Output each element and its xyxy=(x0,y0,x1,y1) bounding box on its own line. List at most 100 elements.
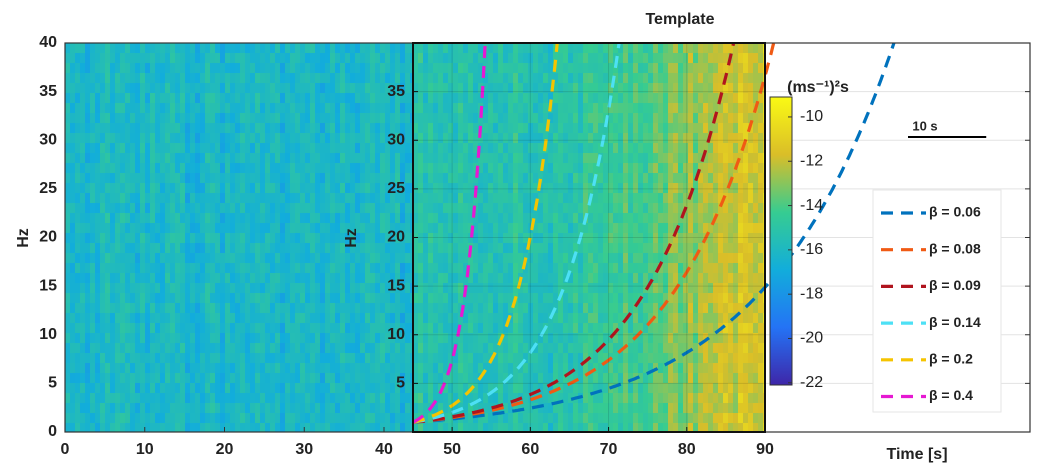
spectrogram-cell xyxy=(165,423,170,432)
spectrogram-cell xyxy=(90,153,95,163)
spectrogram-cell xyxy=(668,343,673,353)
spectrogram-cell xyxy=(593,353,598,363)
spectrogram-cell xyxy=(663,173,668,183)
spectrogram-cell xyxy=(518,113,523,123)
spectrogram-cell xyxy=(175,143,180,153)
spectrogram-cell xyxy=(330,103,335,113)
spectrogram-cell xyxy=(260,353,265,363)
spectrogram-cell xyxy=(115,163,120,173)
spectrogram-cell xyxy=(375,313,380,323)
spectrogram-cell xyxy=(673,153,678,163)
spectrogram-cell xyxy=(698,283,703,293)
spectrogram-cell xyxy=(365,253,370,263)
spectrogram-cell xyxy=(200,333,205,343)
spectrogram-cell xyxy=(200,233,205,243)
spectrogram-cell xyxy=(578,153,583,163)
spectrogram-cell xyxy=(95,253,100,263)
spectrogram-cell xyxy=(140,43,145,53)
spectrogram-cell xyxy=(275,243,280,253)
spectrogram-cell xyxy=(80,93,85,103)
spectrogram-cell xyxy=(438,363,443,373)
spectrogram-cell xyxy=(513,43,518,53)
spectrogram-cell xyxy=(493,123,498,133)
spectrogram-cell xyxy=(443,143,448,153)
spectrogram-cell xyxy=(355,253,360,263)
spectrogram-cell xyxy=(618,403,623,413)
spectrogram-cell xyxy=(533,73,538,83)
spectrogram-cell xyxy=(75,213,80,223)
spectrogram-cell xyxy=(180,203,185,213)
spectrogram-cell xyxy=(618,73,623,83)
spectrogram-cell xyxy=(270,373,275,383)
spectrogram-cell xyxy=(568,193,573,203)
spectrogram-cell xyxy=(498,103,503,113)
spectrogram-cell xyxy=(70,223,75,233)
spectrogram-cell xyxy=(395,413,400,423)
spectrogram-cell xyxy=(648,173,653,183)
spectrogram-cell xyxy=(140,213,145,223)
spectrogram-cell xyxy=(315,253,320,263)
spectrogram-cell xyxy=(658,43,663,53)
spectrogram-cell xyxy=(370,123,375,133)
spectrogram-cell xyxy=(230,333,235,343)
spectrogram-cell xyxy=(195,373,200,383)
spectrogram-cell xyxy=(370,203,375,213)
spectrogram-cell xyxy=(433,383,438,393)
spectrogram-cell xyxy=(588,153,593,163)
spectrogram-cell xyxy=(235,293,240,303)
spectrogram-cell xyxy=(678,153,683,163)
spectrogram-cell xyxy=(543,373,548,383)
spectrogram-cell xyxy=(250,193,255,203)
spectrogram-cell xyxy=(130,423,135,432)
spectrogram-cell xyxy=(523,383,528,393)
spectrogram-cell xyxy=(145,213,150,223)
spectrogram-cell xyxy=(558,43,563,53)
spectrogram-cell xyxy=(130,113,135,123)
spectrogram-cell xyxy=(498,313,503,323)
spectrogram-cell xyxy=(498,123,503,133)
spectrogram-cell xyxy=(355,293,360,303)
spectrogram-cell xyxy=(678,363,683,373)
spectrogram-cell xyxy=(558,343,563,353)
spectrogram-cell xyxy=(688,293,693,303)
spectrogram-cell xyxy=(215,123,220,133)
spectrogram-cell xyxy=(80,293,85,303)
spectrogram-cell xyxy=(260,183,265,193)
spectrogram-cell xyxy=(583,243,588,253)
spectrogram-cell xyxy=(433,43,438,53)
spectrogram-cell xyxy=(255,353,260,363)
spectrogram-cell xyxy=(375,143,380,153)
spectrogram-cell xyxy=(280,183,285,193)
spectrogram-cell xyxy=(438,73,443,83)
spectrogram-cell xyxy=(673,243,678,253)
spectrogram-cell xyxy=(315,113,320,123)
spectrogram-cell xyxy=(125,263,130,273)
spectrogram-cell xyxy=(235,403,240,413)
spectrogram-cell xyxy=(553,223,558,233)
spectrogram-cell xyxy=(503,113,508,123)
spectrogram-cell xyxy=(423,123,428,133)
spectrogram-cell xyxy=(453,103,458,113)
spectrogram-cell xyxy=(653,63,658,73)
spectrogram-cell xyxy=(400,73,405,83)
spectrogram-cell xyxy=(115,353,120,363)
spectrogram-cell xyxy=(325,63,330,73)
spectrogram-cell xyxy=(210,423,215,432)
spectrogram-cell xyxy=(105,353,110,363)
spectrogram-cell xyxy=(483,263,488,273)
spectrogram-cell xyxy=(215,193,220,203)
spectrogram-cell xyxy=(613,283,618,293)
spectrogram-cell xyxy=(275,63,280,73)
spectrogram-cell xyxy=(428,113,433,123)
spectrogram-cell xyxy=(115,313,120,323)
spectrogram-cell xyxy=(613,153,618,163)
spectrogram-cell xyxy=(658,113,663,123)
spectrogram-cell xyxy=(533,303,538,313)
spectrogram-cell xyxy=(395,313,400,323)
spectrogram-cell xyxy=(558,73,563,83)
spectrogram-cell xyxy=(428,343,433,353)
spectrogram-cell xyxy=(678,53,683,63)
spectrogram-cell xyxy=(658,103,663,113)
spectrogram-cell xyxy=(553,213,558,223)
spectrogram-cell xyxy=(573,123,578,133)
